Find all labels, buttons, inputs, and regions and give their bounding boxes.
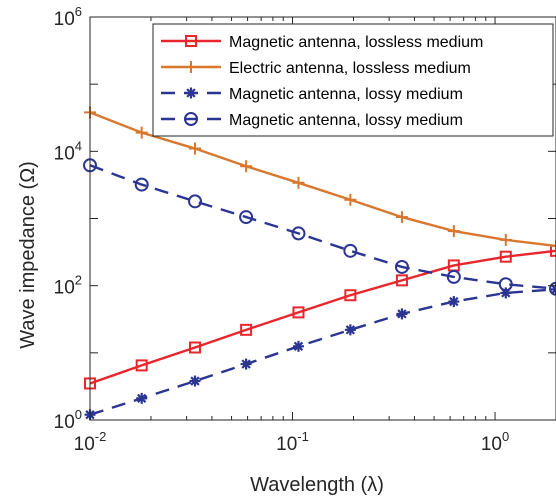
- circle-marker: [188, 194, 203, 209]
- y-axis-label: Wave impedance (Ω): [17, 161, 39, 349]
- asterisk-marker: [396, 308, 408, 320]
- asterisk-marker: [136, 392, 148, 404]
- legend: Magnetic antenna, lossless medium Electri…: [152, 23, 554, 137]
- asterisk-marker: [448, 296, 460, 308]
- square-marker: [240, 323, 253, 336]
- legend-entry: Magnetic antenna, lossless medium: [161, 34, 483, 51]
- asterisk-marker: [550, 283, 556, 295]
- asterisk-marker: [292, 340, 304, 352]
- circle-marker: [549, 281, 556, 296]
- asterisk-marker: [185, 87, 197, 99]
- square-marker: [135, 359, 148, 372]
- plus-marker: [550, 239, 556, 252]
- square-marker: [395, 274, 408, 287]
- plus-marker: [292, 176, 305, 189]
- plus-marker: [499, 233, 512, 246]
- circle-marker: [184, 112, 198, 126]
- x-axis-label: Wavelength (λ): [250, 474, 384, 496]
- plus-marker: [447, 225, 460, 238]
- x-tick-label: 10-2: [74, 429, 107, 455]
- circle-marker: [394, 259, 409, 274]
- legend-entry: Magnetic antenna, lossy medium: [161, 86, 463, 103]
- series-2: [84, 106, 556, 252]
- square-marker: [292, 306, 305, 319]
- plus-marker: [135, 126, 148, 139]
- circle-marker: [343, 243, 358, 258]
- x-tick-label: 100: [481, 429, 509, 455]
- y-tick-label: 104: [54, 138, 82, 164]
- plus-marker: [395, 211, 408, 224]
- series-line: [89, 111, 556, 248]
- axes-layer: 10-2 10-1 100 100 102 104 106: [54, 4, 556, 455]
- legend-label: Magnetic antenna, lossless medium: [229, 34, 483, 51]
- square-marker: [344, 289, 357, 302]
- circle-marker: [134, 177, 149, 192]
- series-line: [89, 249, 556, 385]
- square-marker: [499, 250, 512, 263]
- asterisk-marker: [240, 358, 252, 370]
- circle-marker: [291, 226, 306, 241]
- square-marker: [185, 35, 197, 47]
- legend-entry: Magnetic antenna, lossy medium: [161, 112, 463, 129]
- y-tick-label: 102: [54, 273, 82, 299]
- y-tick-label: 106: [54, 4, 82, 30]
- legend-box: [152, 23, 554, 137]
- square-marker: [550, 244, 556, 257]
- legend-label: Electric antenna, lossless medium: [229, 60, 471, 77]
- asterisk-marker: [189, 375, 201, 387]
- asterisk-marker: [344, 324, 356, 336]
- series-4: [83, 158, 556, 296]
- legend-entry: Electric antenna, lossless medium: [161, 60, 471, 77]
- square-marker: [189, 341, 202, 354]
- legend-label: Magnetic antenna, lossy medium: [229, 112, 463, 129]
- plus-marker: [189, 142, 202, 155]
- circle-marker: [446, 269, 461, 284]
- plus-marker: [185, 61, 197, 73]
- circle-marker: [239, 210, 254, 225]
- series-line: [89, 288, 556, 416]
- x-tick-label: 10-1: [276, 429, 309, 455]
- plus-marker: [344, 193, 357, 206]
- plus-marker: [240, 160, 253, 173]
- y-tick-label: 100: [54, 407, 82, 433]
- circle-marker: [498, 277, 513, 292]
- legend-label: Magnetic antenna, lossy medium: [229, 86, 463, 103]
